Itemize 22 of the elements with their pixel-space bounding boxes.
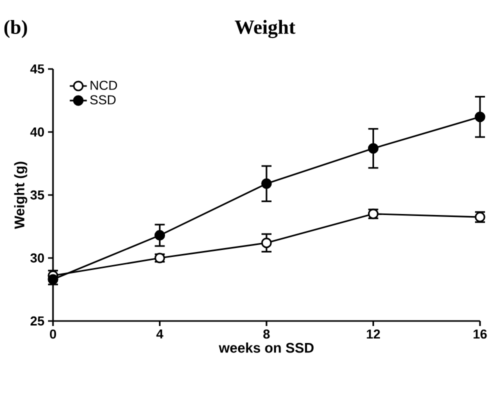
point <box>474 112 486 122</box>
x-tick-label: 12 <box>366 330 380 339</box>
legend-label: SSD <box>90 95 116 104</box>
y-axis-title: Weight (g) <box>14 162 28 229</box>
point <box>261 178 272 189</box>
y-tick-label: 35 <box>30 190 44 200</box>
point <box>261 238 272 248</box>
point <box>48 274 58 285</box>
y-tick-label: 40 <box>30 127 44 137</box>
point <box>368 143 379 154</box>
x-axis-title: weeks on SSD <box>218 342 314 353</box>
y-tick-label: 25 <box>30 316 44 326</box>
point <box>154 230 166 241</box>
text: (b) <box>4 20 28 38</box>
x-tick-label: 0 <box>50 330 56 339</box>
x-tick-label: 8 <box>263 330 270 339</box>
legend-label: NCD <box>90 80 118 90</box>
y-tick-label: 45 <box>30 64 44 74</box>
y-tick-label: 30 <box>30 253 44 263</box>
x-tick-label: 16 <box>474 330 487 339</box>
chart-title: Weight <box>234 20 296 38</box>
x-tick-label: 4 <box>156 330 164 338</box>
